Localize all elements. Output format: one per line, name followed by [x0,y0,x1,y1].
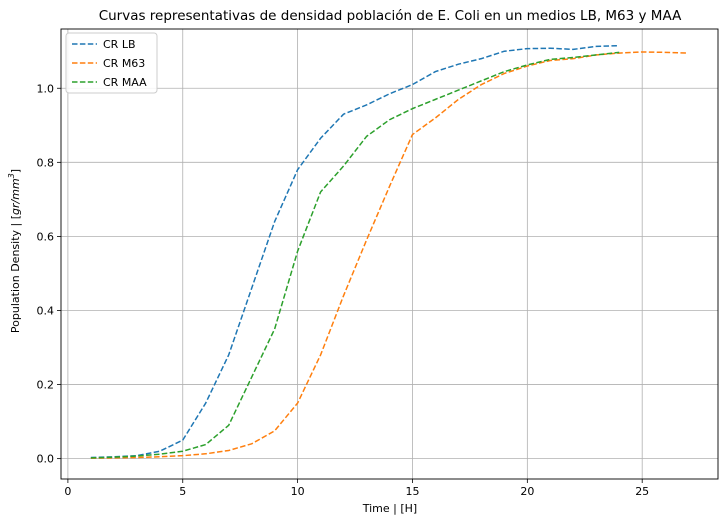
y-axis-label: Population Density | [gr/mm3] [7,169,22,333]
x-tick-label: 20 [520,485,534,498]
plot-area [60,28,719,480]
y-axis: 0.0 0.2 0.4 0.6 0.8 1.0 [37,82,61,466]
series-lines [90,44,689,460]
chart-title: Curvas representativas de densidad pobla… [99,8,682,24]
y-tick-label: 0.4 [37,304,55,317]
legend: CR LB CR M63 CR MAA [65,32,158,94]
y-tick-label: 1.0 [37,82,55,95]
x-tick-label: 0 [64,485,71,498]
series-line-2 [90,51,620,459]
y-axis-label-unit: gr/mm [9,178,22,215]
x-tick-label: 15 [405,485,419,498]
grid [61,29,718,479]
y-axis-label-unit-superscript: 3 [7,173,16,178]
series-line-0 [90,44,620,459]
legend-label: CR LB [103,38,136,51]
y-tick-label: 0.6 [37,230,55,243]
x-tick-label: 25 [635,485,649,498]
legend-box [65,32,158,94]
legend-label: CR M63 [103,57,145,70]
x-tick-label: 5 [179,485,186,498]
x-tick-label: 10 [291,485,305,498]
y-tick-label: 0.8 [37,156,55,169]
x-axis-label: Time | [H] [362,502,417,515]
y-tick-label: 0.2 [37,379,55,392]
y-tick-label: 0.0 [37,453,55,466]
y-axis-label-prefix: Population Density | [ [9,215,22,333]
legend-label: CR MAA [103,76,147,89]
x-axis: 0 5 10 15 20 25 [64,479,649,498]
y-axis-label-suffix: ] [9,169,22,173]
